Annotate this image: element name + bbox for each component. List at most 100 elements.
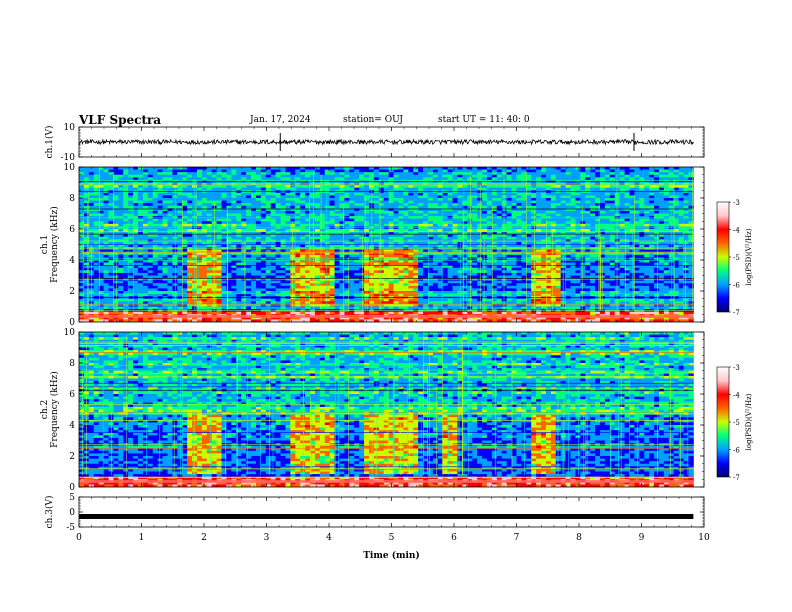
spectrogram-cell (98, 185, 104, 189)
spectrogram-cell (388, 249, 394, 253)
spectrogram-cell (526, 252, 532, 256)
spectrogram-cell (123, 185, 129, 189)
spectrogram-cell (457, 265, 463, 269)
spectrogram-cell (482, 234, 488, 238)
spectrogram-cell (609, 187, 616, 191)
spectrogram-cell (639, 218, 645, 222)
spectrogram-cell (270, 192, 276, 196)
spectrogram-cell (285, 234, 291, 238)
spectrogram-cell (98, 200, 104, 204)
spectrogram-cell (255, 185, 262, 189)
spectrogram-cell (545, 203, 552, 207)
spectrogram-cell (88, 185, 95, 189)
spectrogram-cell (216, 241, 222, 245)
spectrogram-cell (300, 187, 306, 191)
spectrogram-cell (649, 249, 655, 253)
spectrogram-cell (408, 231, 414, 235)
spectrogram-cell (575, 249, 581, 253)
spectrogram-cell (644, 208, 650, 212)
spectrogram-cell (182, 262, 188, 266)
spectrogram-cell (408, 167, 414, 170)
spectrogram-cell (221, 210, 227, 214)
spectrogram-cell (565, 203, 571, 207)
spectrogram-cell (506, 187, 512, 191)
spectrogram-cell (624, 177, 630, 181)
spectrogram-cell (619, 185, 625, 189)
spectrogram-cell (187, 210, 193, 214)
spectrogram-cell (354, 260, 360, 263)
spectrogram-cell (550, 218, 557, 222)
spectrogram-cell (614, 203, 621, 207)
spectrogram-cell (423, 205, 429, 209)
spectrogram-cell (334, 213, 340, 217)
spectrogram-cell (452, 236, 458, 240)
spectrogram-cell (354, 262, 360, 266)
spectrogram-cell (570, 262, 576, 266)
spectrogram-cell (604, 185, 611, 189)
spectrogram-cell (162, 249, 168, 253)
spectrogram-cell (482, 252, 488, 256)
spectrogram-cell (570, 221, 576, 225)
spectrogram-cell (201, 260, 208, 263)
spectrogram-cell (604, 169, 611, 173)
spectrogram-cell (152, 252, 159, 256)
spectrogram-cell (280, 236, 286, 240)
spectrogram-cell (629, 229, 635, 232)
spectrogram-cell (79, 203, 85, 207)
spectrogram-cell (354, 241, 360, 245)
spectrogram-cell (609, 205, 616, 209)
spectrogram-cell (246, 203, 252, 207)
spectrogram-cell (383, 205, 390, 209)
spectrogram-cell (142, 262, 149, 266)
spectrogram-cell (658, 223, 665, 227)
spectrogram-cell (123, 210, 129, 214)
spectrogram-cell (255, 254, 262, 258)
spectrogram-cell (427, 205, 434, 209)
spectrogram-cell (196, 244, 203, 248)
spectrogram-cell (388, 169, 394, 173)
spectrogram-cell (251, 236, 257, 240)
spectrogram-cell (280, 205, 286, 209)
spectrogram-cell (324, 244, 331, 248)
spectrogram-cell (408, 249, 414, 253)
spectrogram-cell (427, 218, 434, 222)
spectrogram-cell (93, 260, 100, 263)
spectrogram-cell (378, 247, 385, 251)
spectrogram-cell (108, 254, 114, 258)
spectrogram-cell (349, 187, 355, 191)
spectrogram-cell (516, 234, 522, 238)
spectrogram-cell (388, 187, 394, 191)
spectrogram-cell (673, 187, 680, 191)
spectrogram-cell (88, 223, 95, 227)
spectrogram-cell (324, 210, 331, 214)
spectrogram-cell (536, 213, 542, 217)
spectrogram-cell (467, 223, 473, 227)
spectrogram-cell (654, 200, 660, 204)
spectrogram-cell (334, 265, 340, 269)
spectrogram-cell (403, 262, 409, 266)
spectrogram-cell (388, 229, 394, 232)
spectrogram-cell (442, 262, 449, 266)
spectrogram-cell (447, 174, 453, 178)
spectrogram-cell (359, 174, 365, 178)
spectrogram-cell (133, 236, 139, 240)
spectrogram-cell (83, 218, 90, 222)
spectrogram-cell (255, 236, 262, 240)
spectrogram-cell (113, 203, 119, 207)
spectrogram-cell (545, 187, 552, 191)
spectrogram-cell (624, 218, 630, 222)
spectrogram-cell (319, 221, 326, 225)
spectrogram-cell (196, 187, 203, 191)
spectrogram-cell (442, 185, 449, 189)
spectrogram-cell (206, 241, 213, 245)
spectrogram-cell (663, 260, 670, 263)
spectrogram-cell (442, 210, 449, 214)
spectrogram-cell (373, 198, 380, 201)
spectrogram-cell (545, 185, 552, 189)
spectrogram-cell (275, 174, 281, 178)
spectrogram-cell (678, 244, 684, 248)
spectrogram-cell (506, 169, 512, 173)
spectrogram-cell (285, 241, 291, 245)
spectrogram-cell (432, 236, 439, 240)
spectrogram-cell (570, 203, 576, 207)
